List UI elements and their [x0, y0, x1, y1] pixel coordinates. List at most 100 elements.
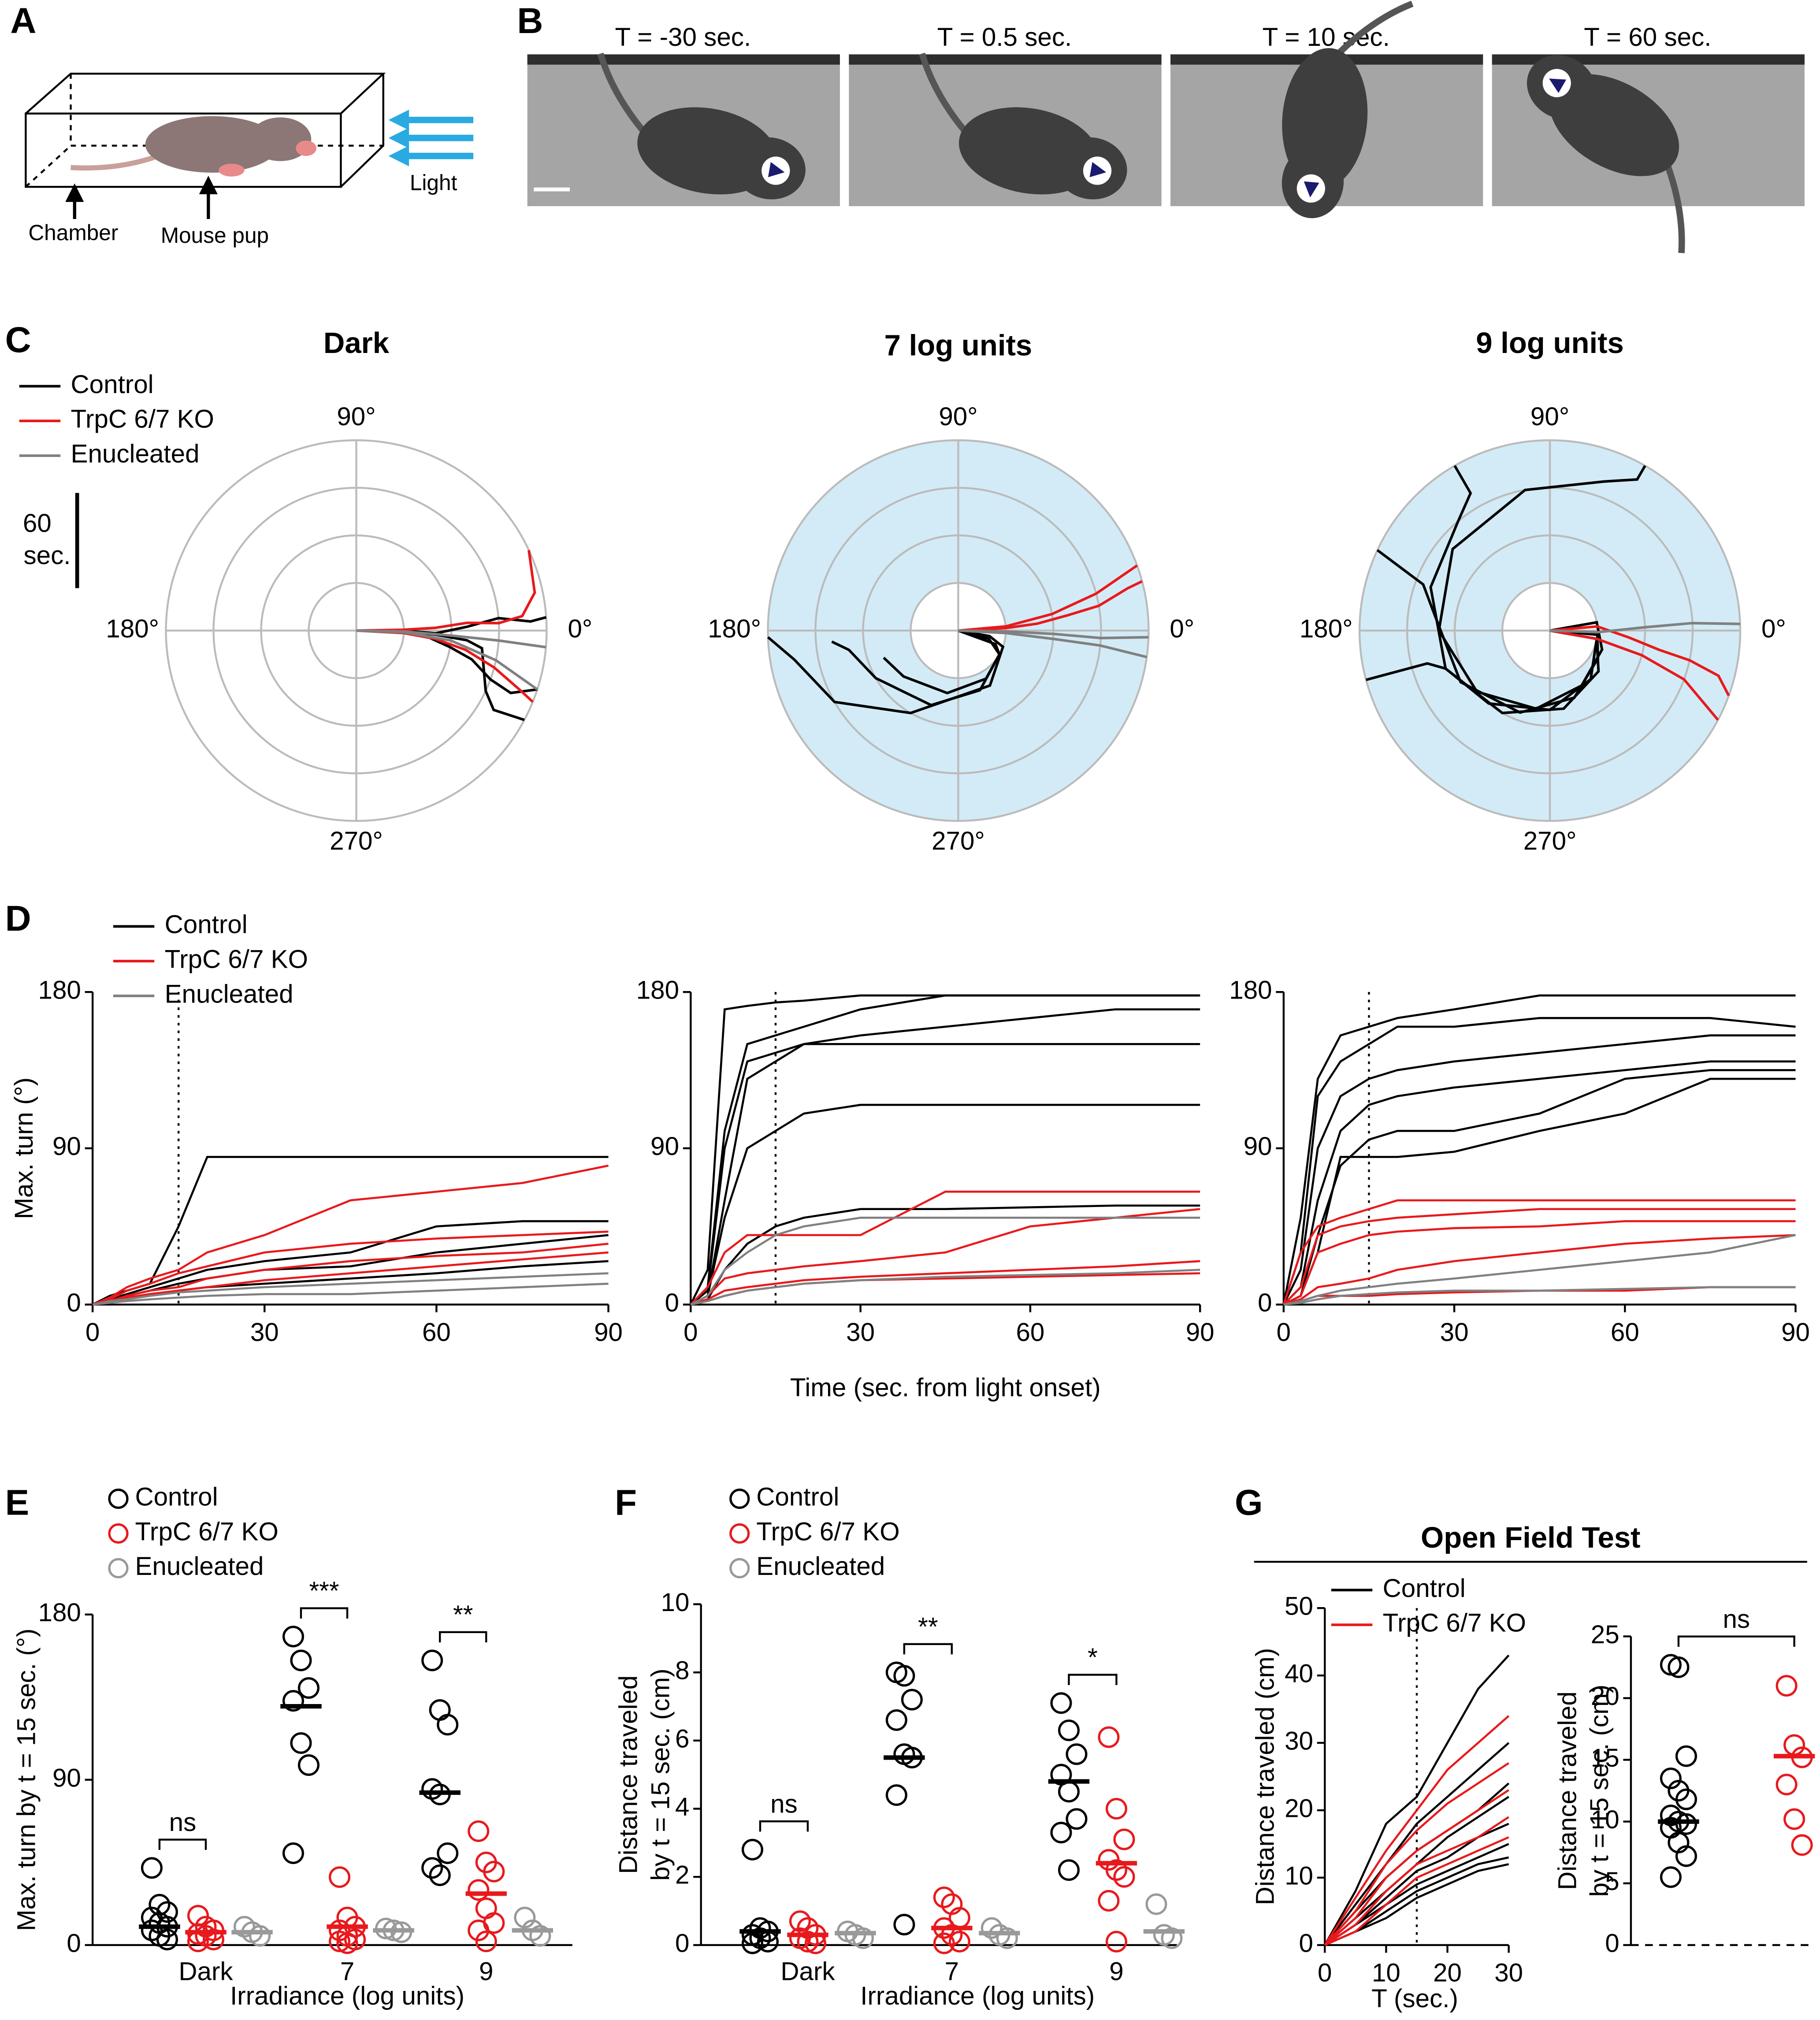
data-point: [282, 1626, 304, 1648]
angle-label: 90°: [939, 402, 977, 431]
panel-label: G: [1235, 1482, 1263, 1522]
data-point: [948, 1931, 970, 1953]
radial-ring: [814, 486, 1102, 775]
significance-bracket: [759, 1820, 809, 1832]
data-point: [1105, 1931, 1127, 1953]
trace: [1324, 1816, 1509, 1946]
x-tick-label: 90: [1781, 1318, 1810, 1347]
data-point: [885, 1784, 907, 1806]
panel-label: A: [10, 1, 36, 41]
trace: [1324, 1742, 1510, 1946]
data-point: [1668, 1656, 1690, 1678]
scale-bar-unit: sec.: [23, 541, 71, 570]
significance-bracket: [300, 1607, 349, 1619]
frame-edge: [527, 54, 840, 65]
data-point: [437, 1842, 459, 1864]
radial-ring: [1453, 534, 1646, 727]
legend-symbol: [108, 1558, 129, 1578]
angle-label: 90°: [1530, 402, 1569, 431]
y-tick-label: 20: [1285, 1794, 1313, 1823]
trace: [1324, 1715, 1510, 1946]
data-point: [1113, 1828, 1135, 1850]
mouse-body: [145, 116, 279, 173]
trace: [1437, 465, 1646, 710]
trace: [92, 1164, 609, 1306]
legend-label: Control: [756, 1483, 839, 1511]
significance-label: **: [453, 1600, 473, 1629]
legend-symbol: [729, 1523, 750, 1544]
data-point: [437, 1714, 459, 1736]
y-axis-label: by t = 15 sec. (cm): [1585, 1685, 1614, 1897]
trace: [690, 1204, 1200, 1306]
data-point: [1050, 1822, 1072, 1844]
diagram-label: Light: [410, 170, 457, 195]
y-tick-label: 0: [1299, 1929, 1313, 1957]
legend-label: Enucleated: [71, 439, 200, 468]
y-tick-label: 40: [1285, 1660, 1313, 1688]
x-tick-label: 7: [945, 1957, 959, 1986]
arrowhead: [388, 127, 409, 149]
scale-bar-value: 60: [23, 509, 52, 538]
data-point: [933, 1932, 955, 1954]
significance-bracket: [1677, 1635, 1795, 1647]
marker-arrow: [1089, 162, 1107, 178]
chart-title: Open Field Test: [1421, 1521, 1641, 1554]
chart-title: Dark: [323, 327, 390, 360]
trace: [1549, 629, 1719, 721]
y-tick-label: 90: [1244, 1132, 1272, 1161]
legend-label: Enucleated: [165, 980, 293, 1008]
trace: [1283, 1286, 1796, 1306]
data-point: [429, 1864, 451, 1886]
y-tick-label: 5: [1605, 1867, 1619, 1896]
data-point: [468, 1820, 490, 1842]
x-tick-label: 0: [683, 1318, 698, 1347]
pointer-head: [65, 183, 84, 202]
trace: [356, 629, 546, 649]
pup-tail: [1334, 0, 1414, 58]
trace: [1282, 1017, 1796, 1305]
x-tick-label: 90: [1186, 1318, 1215, 1347]
data-point: [1066, 1808, 1088, 1830]
significance-label: ns: [1723, 1605, 1750, 1634]
y-tick-label: 0: [665, 1288, 679, 1317]
data-point: [282, 1842, 304, 1864]
data-point: [297, 1677, 320, 1699]
data-point: [529, 1925, 551, 1947]
panel-label: D: [5, 899, 31, 939]
pup-tail: [597, 52, 648, 136]
box-side: [340, 74, 384, 188]
data-point: [996, 1927, 1018, 1949]
data-point: [290, 1732, 312, 1754]
significance-label: ns: [770, 1790, 798, 1819]
trace: [690, 1217, 1200, 1306]
trace: [1324, 1654, 1510, 1946]
pup: [1527, 55, 1685, 253]
data-point: [468, 1879, 490, 1901]
angle-label: 180°: [1300, 614, 1353, 643]
angle-label: 180°: [708, 614, 761, 643]
legend-label: Control: [165, 910, 248, 939]
data-point: [329, 1866, 351, 1888]
data-point: [1050, 1692, 1072, 1714]
trace: [1283, 1220, 1796, 1306]
angle-label: 180°: [106, 614, 159, 643]
legend-label: TrpC 6/7 KO: [756, 1517, 899, 1546]
trace: [92, 1243, 609, 1306]
y-tick-label: 90: [650, 1132, 679, 1161]
panel-label: B: [517, 1, 543, 41]
data-point: [336, 1932, 358, 1954]
trace: [1376, 549, 1600, 714]
trace: [1283, 1060, 1796, 1306]
arrowheads: [388, 109, 409, 167]
pointer-head: [199, 175, 218, 194]
pup: [1281, 0, 1414, 219]
data-point: [1660, 1768, 1682, 1790]
trace: [92, 1272, 609, 1306]
legend-label: Control: [135, 1483, 218, 1511]
x-axis-label: T (sec.): [1371, 1984, 1458, 2013]
x-tick-label: Dark: [178, 1957, 233, 1986]
x-tick-label: 30: [846, 1318, 875, 1347]
x-tick-label: 0: [85, 1318, 100, 1347]
legend-symbol: [108, 1523, 129, 1544]
